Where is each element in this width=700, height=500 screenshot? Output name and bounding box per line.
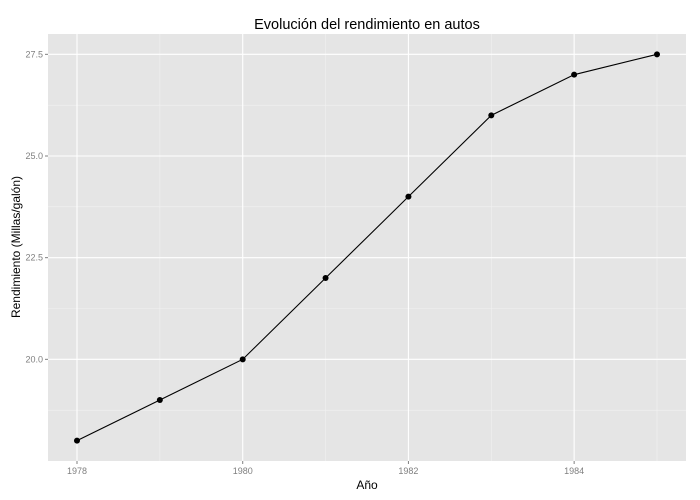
series-layer [74,51,660,444]
data-point [322,275,329,281]
y-tick-label: 27.5 [25,49,43,59]
data-point [74,437,80,444]
data-point [239,356,246,363]
major-grid [48,34,686,461]
x-axis: 1978 1980 1982 1984 [67,461,584,476]
data-point [156,397,163,403]
data-point [654,51,660,58]
x-axis-title: Año [356,478,378,492]
plot-panel [48,34,686,461]
y-tick-label: 22.5 [25,253,43,263]
chart-title: Evolución del rendimiento en autos [254,17,480,33]
y-axis-title: Rendimiento (Millas/galón) [9,176,23,318]
x-tick-label: 1982 [398,466,418,476]
x-tick-label: 1984 [564,466,584,476]
y-tick-label: 20.0 [25,354,43,364]
y-tick-label: 25.0 [25,151,43,161]
data-point [405,193,412,200]
series-line [76,53,658,442]
data-point [571,71,578,78]
x-tick-label: 1978 [67,466,87,476]
minor-grid [48,34,686,461]
y-axis: 20.0 22.5 25.0 27.5 [25,49,48,364]
data-point [488,112,495,119]
x-tick-label: 1980 [233,466,253,476]
